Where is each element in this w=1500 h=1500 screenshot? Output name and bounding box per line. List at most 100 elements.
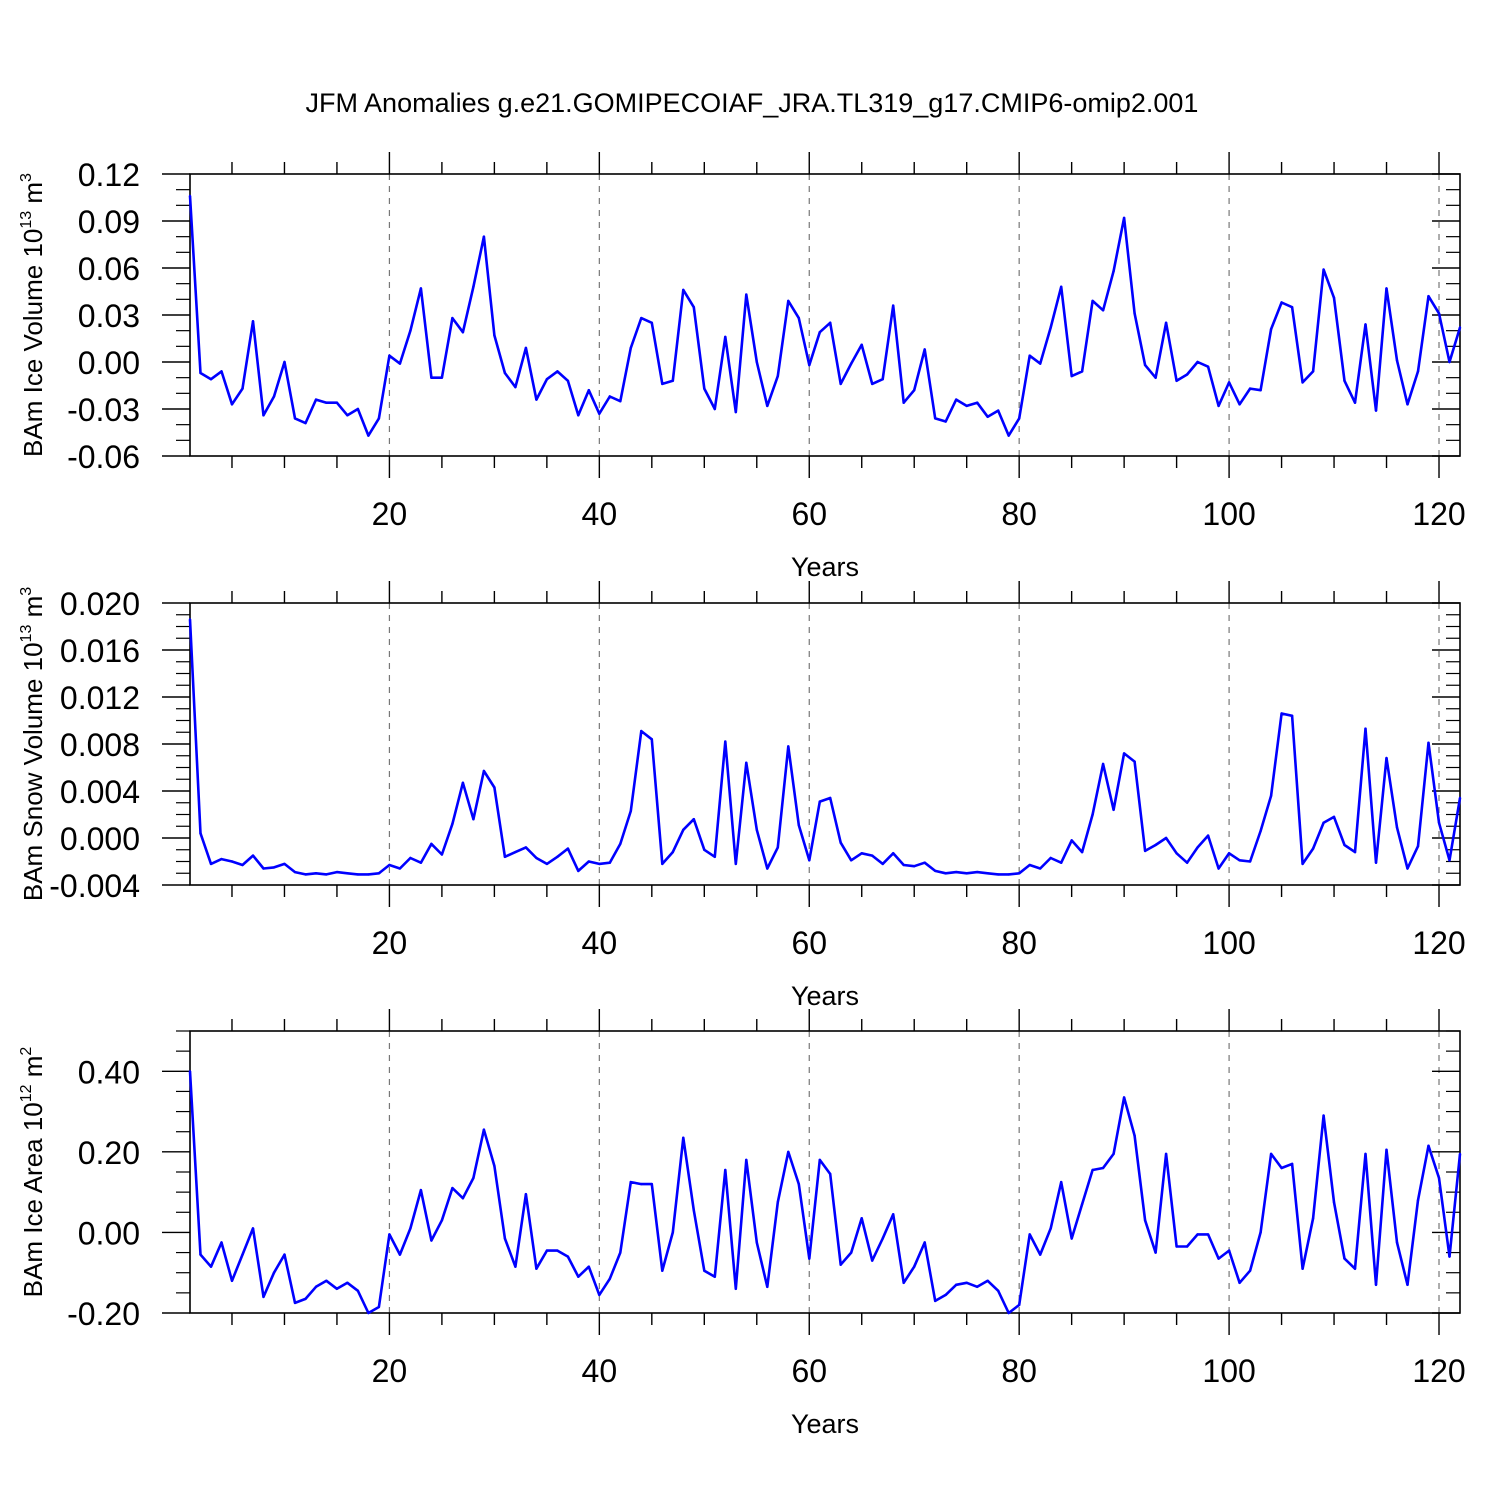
- data-point: [356, 1289, 360, 1293]
- data-point: [661, 1269, 664, 1272]
- data-point: [629, 346, 632, 350]
- data-point: [346, 414, 349, 417]
- data-point: [881, 378, 884, 381]
- data-point: [472, 1176, 475, 1180]
- data-point: [1332, 1201, 1336, 1204]
- data-point: [955, 1283, 958, 1287]
- data-point: [1311, 847, 1315, 850]
- data-point: [524, 846, 528, 849]
- data-point: [818, 800, 821, 803]
- data-point: [955, 398, 958, 401]
- data-point: [314, 398, 318, 401]
- data-point: [703, 1269, 706, 1272]
- data-point: [1301, 1267, 1304, 1270]
- x-tick-label: 40: [582, 496, 618, 532]
- data-point: [839, 382, 842, 386]
- data-point: [230, 860, 234, 863]
- y-axis-label-unit-exponent: 3: [18, 173, 35, 182]
- series-line-snow-volume: [188, 619, 1462, 876]
- x-tick-label: 80: [1001, 925, 1037, 961]
- data-point: [1060, 285, 1063, 288]
- data-point: [241, 863, 244, 867]
- data-point: [209, 1265, 213, 1268]
- data-point: [419, 861, 423, 864]
- data-point: [230, 403, 234, 406]
- data-point: [923, 1241, 926, 1244]
- data-point: [1280, 301, 1283, 304]
- data-point: [1206, 1233, 1210, 1236]
- data-point: [325, 401, 328, 404]
- data-point: [640, 729, 643, 733]
- data-point: [1049, 856, 1052, 860]
- data-point: [325, 1279, 328, 1283]
- data-point: [398, 867, 402, 870]
- data-point: [1322, 821, 1325, 824]
- panel-ice-volume: 20 40 60 80 100 120 Years -0.06 -0.03 0.00 0.03 0.0…: [18, 152, 1466, 582]
- data-point: [1458, 796, 1462, 800]
- data-point: [1437, 312, 1441, 315]
- data-point: [1196, 846, 1199, 849]
- data-point: [556, 370, 559, 373]
- data-point: [1301, 381, 1304, 384]
- data-point: [1437, 1176, 1441, 1180]
- data-point: [682, 1136, 685, 1140]
- data-point: [1343, 379, 1346, 382]
- y-axis-label-exponent: 12: [18, 1084, 35, 1102]
- data-point: [703, 387, 706, 390]
- data-point: [976, 1285, 979, 1289]
- data-point: [1133, 760, 1136, 763]
- data-point: [871, 854, 874, 857]
- data-point: [524, 1193, 528, 1196]
- data-point: [913, 865, 916, 868]
- data-point: [976, 870, 979, 874]
- x-tick-label: 120: [1412, 1353, 1465, 1389]
- data-point: [1112, 269, 1115, 273]
- data-point: [965, 872, 968, 875]
- data-point: [409, 329, 412, 332]
- data-point: [1217, 404, 1220, 408]
- data-point: [388, 354, 391, 357]
- data-point: [1196, 360, 1199, 364]
- data-point: [272, 866, 276, 869]
- data-point: [356, 407, 360, 411]
- data-point: [1039, 1253, 1042, 1256]
- data-point: [409, 1227, 412, 1230]
- y-axis-label: BAm Ice Area 1012 m2: [18, 1047, 48, 1298]
- data-point: [1133, 312, 1136, 315]
- data-point: [1164, 836, 1168, 840]
- data-point: [1395, 359, 1399, 362]
- data-point: [608, 1277, 611, 1281]
- data-point: [650, 321, 653, 324]
- data-point: [1070, 1237, 1073, 1240]
- data-point: [451, 316, 454, 320]
- data-point: [608, 861, 611, 864]
- data-point: [776, 846, 779, 849]
- data-point: [682, 828, 685, 831]
- data-point: [1091, 1168, 1094, 1172]
- data-point: [209, 862, 213, 866]
- data-point: [461, 1197, 465, 1200]
- data-point: [482, 769, 486, 773]
- x-axis-label: Years: [791, 552, 859, 582]
- data-point: [556, 1249, 559, 1252]
- y-tick-label: -0.06: [67, 439, 140, 475]
- data-point: [1185, 1245, 1189, 1248]
- data-point: [1007, 873, 1010, 876]
- data-point: [913, 1265, 916, 1268]
- data-point: [1227, 852, 1231, 855]
- data-point: [1164, 1152, 1168, 1156]
- data-point: [671, 1231, 674, 1234]
- data-point: [293, 417, 297, 420]
- data-point: [1154, 376, 1157, 379]
- data-point: [220, 857, 223, 861]
- data-point: [965, 404, 968, 408]
- data-point: [808, 859, 811, 862]
- data-point: [850, 859, 853, 862]
- data-point: [745, 293, 748, 296]
- data-point: [461, 331, 465, 334]
- data-point: [902, 863, 905, 867]
- data-point: [440, 853, 444, 856]
- x-tick-label: 100: [1202, 925, 1255, 961]
- data-point: [934, 1299, 937, 1303]
- data-point: [797, 1182, 800, 1186]
